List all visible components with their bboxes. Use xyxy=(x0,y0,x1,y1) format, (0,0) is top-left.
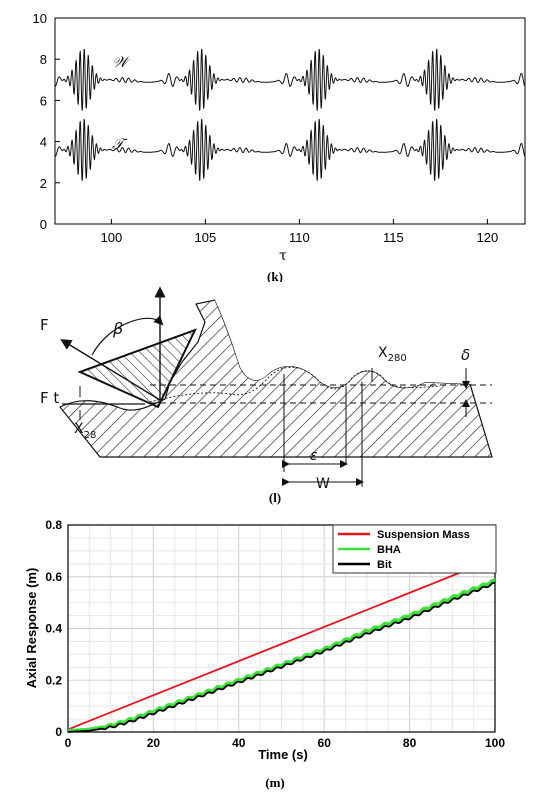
y-tick-label: 0.6 xyxy=(45,570,62,584)
x-tick-label: 120 xyxy=(477,230,499,245)
diagram-l: F β F t X28 X280 δ ε W (l) xyxy=(40,282,550,505)
y-tick-label: 10 xyxy=(33,11,47,26)
chart-m-ylabel: Axial Response (m) xyxy=(24,568,39,689)
chart-m-grid xyxy=(67,524,496,733)
chart-m: 0 20 40 60 80 100 0 0.2 0.4 0.6 0.8 Suspension Mas… xyxy=(24,518,505,790)
x-tick-label: 100 xyxy=(485,736,505,750)
force-label: F xyxy=(40,316,49,334)
legend-label-suspension: Suspension Mass xyxy=(377,529,470,541)
caption-l: (l) xyxy=(269,490,281,505)
x-tick-label: 110 xyxy=(289,230,310,245)
cutting-tool xyxy=(77,328,197,409)
chart-k-ticks: 100 105 110 115 120 0 2 4 6 8 10 xyxy=(33,11,499,245)
y-tick-label: 0 xyxy=(40,217,47,232)
legend-label-bha: BHA xyxy=(377,544,401,556)
x-tick-label: 0 xyxy=(65,736,72,750)
chart-m-axes xyxy=(67,524,496,733)
x-tick-label: 40 xyxy=(232,736,246,750)
chart-m-series xyxy=(67,557,496,733)
y-tick-label: 0 xyxy=(55,725,62,739)
series-line-suspension-mass xyxy=(67,557,496,731)
series-label-t: 𝒯 xyxy=(112,135,128,153)
chart-k-xlabel: τ xyxy=(279,248,287,264)
chart-m-frame xyxy=(67,524,496,733)
legend-label-bit: Bit xyxy=(377,559,392,571)
caption-m: (m) xyxy=(265,775,285,790)
x-tick-label: 20 xyxy=(147,736,161,750)
series-line-1 xyxy=(54,118,526,181)
x-tick-label: 60 xyxy=(318,736,332,750)
chart-m-ticks: 0 20 40 60 80 100 0 0.2 0.4 0.6 0.8 xyxy=(45,518,505,750)
y-tick-label: 2 xyxy=(40,176,47,191)
chart-k-series xyxy=(54,48,526,181)
delta-label: δ xyxy=(461,346,470,364)
y-tick-label: 0.2 xyxy=(45,673,62,687)
surface-profile xyxy=(149,366,441,403)
x-tick-label: 105 xyxy=(195,230,217,245)
series-line-0 xyxy=(54,48,526,111)
y-tick-label: 8 xyxy=(40,52,47,67)
series-line-bha xyxy=(67,578,496,733)
y-tick-label: 0.4 xyxy=(45,622,62,636)
x280-label: X280 xyxy=(378,345,407,364)
x-tick-label: 80 xyxy=(403,736,417,750)
caption-k: (k) xyxy=(267,269,283,284)
series-line-bit xyxy=(67,581,496,733)
y-tick-label: 4 xyxy=(40,135,47,150)
chart-m-xlabel: Time (s) xyxy=(258,747,308,762)
chart-m-legend: Suspension Mass BHA Bit xyxy=(332,524,497,574)
x-tick-label: 115 xyxy=(383,230,404,245)
y-tick-label: 6 xyxy=(40,93,47,108)
chart-k: 100 105 110 115 120 0 2 4 6 8 10 𝒲 𝒯 τ (k) xyxy=(33,11,526,284)
x28-label: X28 xyxy=(74,421,96,441)
chart-k-frame xyxy=(54,17,526,225)
series-label-w: 𝒲 xyxy=(112,53,131,71)
angle-label: β xyxy=(112,319,123,338)
w-label: W xyxy=(316,476,330,492)
epsilon-label: ε xyxy=(310,448,318,464)
x-tick-label: 100 xyxy=(101,230,123,245)
ft-label: F t xyxy=(40,389,59,407)
y-tick-label: 0.8 xyxy=(45,518,62,532)
chart-k-axes xyxy=(54,17,526,225)
